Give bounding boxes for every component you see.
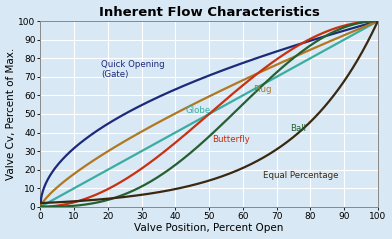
Title: Inherent Flow Characteristics: Inherent Flow Characteristics [99, 5, 319, 19]
Y-axis label: Valve Cv, Percent of Max.: Valve Cv, Percent of Max. [5, 48, 16, 180]
Text: Quick Opening
(Gate): Quick Opening (Gate) [101, 60, 165, 79]
Text: Globe: Globe [185, 106, 211, 115]
Text: Plug: Plug [253, 85, 272, 94]
Text: Ball: Ball [290, 124, 306, 133]
X-axis label: Valve Position, Percent Open: Valve Position, Percent Open [134, 223, 284, 234]
Text: Butterfly: Butterfly [212, 136, 250, 144]
Text: Equal Percentage: Equal Percentage [263, 171, 339, 180]
